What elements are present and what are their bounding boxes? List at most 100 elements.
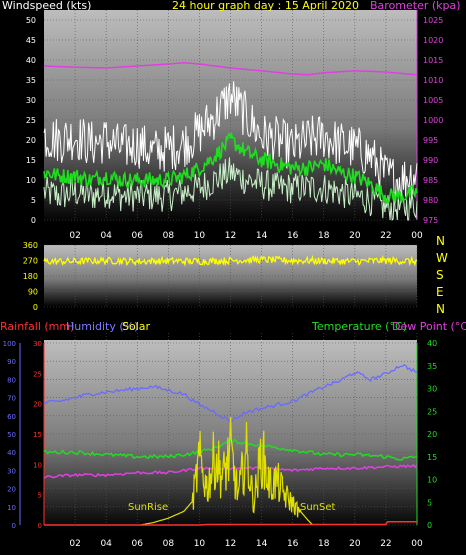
rainfall-y-tick-label: 50 [7, 431, 16, 439]
humidity-axis-title: Humidity (%) [66, 320, 138, 333]
wind-x-tick-label: 06 [132, 231, 144, 241]
compass-label: N [436, 234, 445, 248]
humidity-y-tick-label: 10 [33, 461, 42, 469]
barometer-y-tick-label: 1020 [423, 36, 443, 45]
rainfall-y-tick-label: 20 [7, 486, 16, 494]
dir-y-tick-label: 0 [33, 303, 38, 312]
temp-x-tick-label: 20 [349, 539, 361, 549]
temperature-y-tick-label: 5 [427, 498, 432, 507]
humidity-y-tick-label: 15 [33, 431, 42, 439]
wind-x-tick-label: 16 [287, 231, 299, 241]
dewpoint-line [43, 463, 418, 479]
temperature-y-tick-label: 40 [427, 339, 437, 348]
rainfall-y-tick-label: 40 [7, 449, 16, 457]
humidity-y-tick-label: 0 [38, 522, 42, 530]
wind-x-tick-label: 08 [163, 231, 175, 241]
wind-y-tick-label: 25 [26, 116, 36, 125]
barometer-y-tick-label: 975 [423, 216, 438, 225]
humidity-y-tick-label: 30 [33, 340, 42, 348]
wind-x-tick-label: 14 [256, 231, 268, 241]
temp-x-tick-label: 06 [132, 539, 144, 549]
humidity-y-tick-label: 5 [38, 492, 42, 500]
sunrise-annotation: SunRise [128, 502, 168, 513]
wind-y-tick-label: 10 [26, 176, 36, 185]
wind-y-tick-label: 15 [26, 156, 36, 165]
solar-axis-title: Solar [122, 320, 151, 333]
rainfall-y-tick-label: 90 [7, 358, 16, 366]
rainfall-y-tick-label: 70 [7, 395, 16, 403]
wind-y-tick-label: 35 [26, 76, 36, 85]
compass-label: E [436, 285, 444, 299]
barometer-axis-title: Barometer (kpa) [370, 0, 461, 12]
wind-y-tick-label: 20 [26, 136, 36, 145]
wind-y-tick-label: 40 [26, 56, 36, 65]
temp-x-tick-label: 14 [256, 539, 268, 549]
barometer-y-tick-label: 1005 [423, 96, 443, 105]
temperature-y-tick-label: 20 [427, 430, 437, 439]
temp-x-tick-label: 10 [194, 539, 206, 549]
humidity-y-tick-label: 25 [33, 370, 42, 378]
temperature-y-tick-label: 10 [427, 476, 437, 485]
temp-x-tick-label: 02 [69, 539, 80, 549]
temp-x-tick-label: 04 [100, 539, 112, 549]
rainfall-y-tick-label: 60 [7, 413, 16, 421]
rainfall-y-tick-label: 80 [7, 376, 16, 384]
wind-x-tick-label: 04 [100, 231, 112, 241]
temp-x-tick-label: 16 [287, 539, 299, 549]
dir-y-tick-label: 270 [23, 257, 38, 266]
wind-x-tick-label: 12 [225, 231, 236, 241]
wind-direction-line [43, 254, 418, 267]
wind-gust-line [43, 81, 418, 204]
humidity-y-tick-label: 20 [33, 401, 42, 409]
dir-y-tick-label: 90 [28, 288, 38, 297]
wind-y-tick-label: 5 [31, 196, 36, 205]
rainfall-line [44, 520, 417, 526]
temp-x-tick-label: 22 [380, 539, 391, 549]
rainfall-y-tick-label: 0 [12, 522, 16, 530]
rainfall-axis-title: Rainfall (mm) [0, 320, 74, 333]
compass-label: N [436, 302, 445, 316]
chart-main-title: 24 hour graph day : 15 April 2020 [172, 0, 359, 12]
wind-x-tick-label: 10 [194, 231, 206, 241]
barometer-y-tick-label: 1015 [423, 56, 443, 65]
barometer-y-tick-label: 985 [423, 176, 438, 185]
wind-y-tick-label: 50 [26, 16, 36, 25]
barometer-line [43, 62, 418, 76]
rainfall-y-tick-label: 30 [7, 467, 16, 475]
wind-panel-bg [44, 10, 417, 224]
temperature-y-tick-label: 15 [427, 453, 437, 462]
rainfall-y-tick-label: 100 [3, 340, 16, 348]
wind-x-tick-label: 22 [380, 231, 391, 241]
dir-y-tick-label: 360 [23, 241, 38, 250]
barometer-y-tick-label: 1025 [423, 16, 443, 25]
temp-x-tick-label: 00 [411, 539, 423, 549]
compass-label: W [436, 251, 448, 265]
barometer-y-tick-label: 1000 [423, 116, 443, 125]
temp-x-tick-label: 08 [163, 539, 175, 549]
wind-x-tick-label: 02 [69, 231, 80, 241]
temperature-y-tick-label: 30 [427, 385, 437, 394]
wind-x-tick-label: 20 [349, 231, 361, 241]
dewpoint-axis-title: Dew Point (°C) [392, 320, 466, 333]
temperature-y-tick-label: 35 [427, 362, 437, 371]
sunset-annotation: SunSet [300, 502, 336, 513]
wind-y-tick-label: 45 [26, 36, 36, 45]
solar-line [140, 416, 314, 526]
compass-label: S [436, 268, 444, 282]
wind-y-tick-label: 30 [26, 96, 36, 105]
barometer-y-tick-label: 1010 [423, 76, 443, 85]
barometer-y-tick-label: 995 [423, 136, 438, 145]
windspeed-axis-title: Windspeed (kts) [2, 0, 91, 12]
temp-x-tick-label: 18 [318, 539, 330, 549]
temperature-line [43, 438, 418, 461]
dir-y-tick-label: 180 [23, 272, 38, 281]
barometer-y-tick-label: 980 [423, 196, 438, 205]
temperature-axis-title: Temperature (°C) [311, 320, 407, 333]
wind-y-tick-label: 0 [31, 216, 36, 225]
barometer-y-tick-label: 990 [423, 156, 438, 165]
wind-x-tick-label: 18 [318, 231, 330, 241]
wind-x-tick-label: 00 [411, 231, 423, 241]
temperature-y-tick-label: 25 [427, 407, 437, 416]
